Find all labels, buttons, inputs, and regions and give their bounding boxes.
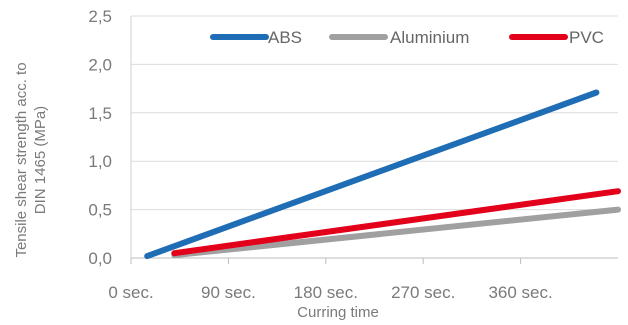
legend-item-aluminium: Aluminium bbox=[329, 28, 469, 47]
x-tick-label: 180 sec. bbox=[294, 283, 358, 302]
y-axis-title-line-1: Tensile shear strength acc. to bbox=[13, 62, 30, 257]
y-axis-title-line-2: DIN 1465 (MPa) bbox=[32, 106, 49, 214]
series-line-aluminium bbox=[171, 206, 621, 259]
tick-labels: 0,0 0,5 1,0 1,5 2,0 2,5 0 sec. 90 sec. 180 sec. 2… bbox=[88, 7, 552, 302]
y-tick-label: 0,0 bbox=[88, 249, 112, 268]
x-axis-title: Curring time bbox=[297, 304, 379, 321]
legend-item-pvc: PVC bbox=[509, 28, 604, 47]
series-line-abs bbox=[144, 89, 600, 260]
x-tick-label: 360 sec. bbox=[488, 283, 552, 302]
y-axis-title: Tensile shear strength acc. to DIN 1465 … bbox=[13, 62, 49, 257]
y-tick-label: 0,5 bbox=[88, 201, 112, 220]
legend-label-aluminium: Aluminium bbox=[390, 28, 469, 47]
grid-lines bbox=[131, 15, 618, 211]
series-lines bbox=[144, 89, 621, 260]
legend-label-pvc: PVC bbox=[569, 28, 604, 47]
axes bbox=[130, 16, 618, 264]
legend: ABS Aluminium PVC bbox=[210, 28, 604, 47]
y-tick-label: 2,5 bbox=[88, 7, 112, 26]
y-tick-label: 1,5 bbox=[88, 104, 112, 123]
x-tick-label: 270 sec. bbox=[391, 283, 455, 302]
x-tick-label: 0 sec. bbox=[108, 283, 153, 302]
series-line-pvc bbox=[171, 188, 621, 257]
y-tick-label: 2,0 bbox=[88, 55, 112, 74]
x-tick-label: 90 sec. bbox=[201, 283, 256, 302]
legend-item-abs: ABS bbox=[210, 28, 302, 47]
y-tick-label: 1,0 bbox=[88, 152, 112, 171]
legend-label-abs: ABS bbox=[268, 28, 302, 47]
